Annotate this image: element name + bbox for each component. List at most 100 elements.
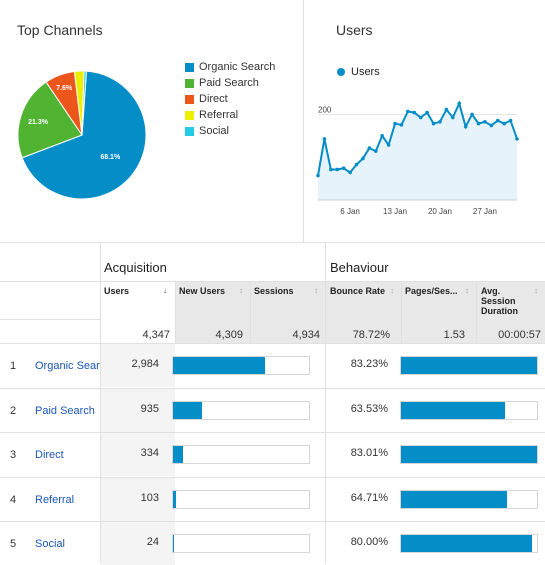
total-users: 4,347 bbox=[142, 329, 170, 341]
row-bounce-rate: 63.53% bbox=[350, 402, 388, 415]
col-header-new-users[interactable]: New Users bbox=[179, 286, 226, 296]
users-data-point[interactable] bbox=[502, 121, 506, 126]
row-rank: 1 bbox=[10, 360, 17, 372]
col-line bbox=[250, 281, 251, 343]
x-tick-label: 27 Jan bbox=[473, 207, 497, 216]
users-data-point[interactable] bbox=[329, 167, 333, 172]
pie-slice[interactable] bbox=[17, 81, 83, 159]
row-rank: 2 bbox=[10, 404, 17, 417]
users-cell-bg bbox=[101, 344, 175, 387]
users-data-point[interactable] bbox=[316, 173, 320, 178]
col-header-pages[interactable]: Pages/Ses... bbox=[405, 286, 458, 296]
sort-icon[interactable]: ↕ bbox=[465, 286, 469, 295]
pie-slice[interactable] bbox=[81, 70, 88, 136]
users-data-point[interactable] bbox=[380, 134, 384, 138]
channel-link[interactable]: Referral bbox=[35, 493, 75, 506]
legend-item-4[interactable]: Social bbox=[185, 125, 229, 137]
users-data-point[interactable] bbox=[508, 118, 513, 123]
header-mid-line bbox=[0, 319, 101, 320]
legend-swatch-icon bbox=[185, 62, 194, 72]
legend-item-3[interactable]: Referral bbox=[185, 109, 238, 121]
channel-link[interactable]: Social bbox=[35, 538, 65, 550]
users-data-point[interactable] bbox=[412, 110, 417, 115]
sort-desc-icon[interactable]: ↓ bbox=[163, 286, 167, 295]
users-data-point[interactable] bbox=[463, 124, 468, 129]
col-header-users[interactable]: Users bbox=[104, 286, 130, 296]
bounce-rate-bar bbox=[400, 356, 538, 375]
users-data-point[interactable] bbox=[489, 123, 494, 128]
users-chart-legend: Users bbox=[337, 66, 380, 78]
row-rank: 4 bbox=[10, 493, 17, 506]
legend-item-0[interactable]: Organic Search bbox=[185, 61, 275, 73]
channel-link[interactable]: Organic Search bbox=[35, 360, 100, 372]
users-data-point[interactable] bbox=[399, 123, 404, 127]
users-data-point[interactable] bbox=[335, 167, 340, 172]
row-rank: 5 bbox=[10, 538, 17, 550]
col-header-sessions[interactable]: Sessions bbox=[254, 286, 294, 296]
users-data-point[interactable] bbox=[322, 137, 327, 141]
channel-link[interactable]: Paid Search bbox=[35, 404, 95, 417]
row-bounce-rate: 80.00% bbox=[350, 536, 388, 548]
row-divider bbox=[0, 343, 545, 344]
col-header-bounce-rate[interactable]: Bounce Rate bbox=[330, 286, 386, 296]
legend-label: Paid Search bbox=[199, 77, 259, 89]
legend-item-2[interactable]: Direct bbox=[185, 93, 228, 105]
users-data-point[interactable] bbox=[361, 156, 365, 161]
legend-swatch-icon bbox=[185, 110, 194, 120]
total-sessions: 4,934 bbox=[292, 329, 320, 341]
users-cell-bg bbox=[101, 388, 175, 432]
users-data-point[interactable] bbox=[476, 121, 481, 126]
sort-icon[interactable]: ↕ bbox=[534, 286, 538, 295]
users-data-point[interactable] bbox=[438, 119, 442, 124]
bounce-rate-bar bbox=[400, 534, 538, 553]
users-data-point[interactable] bbox=[341, 166, 346, 171]
row-divider bbox=[0, 521, 545, 522]
sessions-bar bbox=[172, 445, 310, 464]
users-data-point[interactable] bbox=[444, 107, 449, 112]
header-top-line bbox=[0, 281, 545, 282]
users-data-point[interactable] bbox=[425, 110, 429, 115]
col-line bbox=[175, 281, 176, 343]
users-data-point[interactable] bbox=[354, 162, 359, 167]
col-line bbox=[401, 281, 402, 343]
row-users: 935 bbox=[140, 402, 159, 415]
bounce-rate-bar-fill bbox=[401, 446, 537, 463]
users-data-point[interactable] bbox=[386, 143, 391, 147]
row-divider bbox=[0, 387, 545, 389]
users-data-point[interactable] bbox=[495, 118, 500, 123]
sessions-bar bbox=[172, 489, 310, 509]
users-series-dot-icon bbox=[337, 68, 345, 76]
users-data-point[interactable] bbox=[515, 137, 519, 141]
row-users: 334 bbox=[140, 447, 159, 459]
col-header-duration[interactable]: Avg. Session Duration bbox=[481, 286, 518, 316]
sessions-bar-fill bbox=[173, 401, 202, 419]
users-data-point[interactable] bbox=[483, 119, 487, 124]
users-data-point[interactable] bbox=[451, 115, 455, 120]
legend-item-1[interactable]: Paid Search bbox=[185, 77, 259, 89]
users-data-point[interactable] bbox=[431, 121, 436, 126]
header-bg-sessions bbox=[250, 281, 325, 343]
sort-icon[interactable]: ↕ bbox=[314, 286, 318, 295]
col-line bbox=[476, 281, 477, 343]
row-users: 24 bbox=[146, 536, 159, 548]
pie-slice[interactable] bbox=[21, 70, 147, 200]
users-cell-bg bbox=[101, 433, 175, 476]
users-data-point[interactable] bbox=[406, 109, 410, 114]
top-channels-pie: 68.1% 21.3% 7.6% bbox=[17, 70, 147, 200]
users-data-point[interactable] bbox=[367, 146, 372, 150]
channel-link[interactable]: Direct bbox=[35, 449, 64, 461]
users-data-point[interactable] bbox=[418, 115, 423, 120]
sort-icon[interactable]: ↕ bbox=[239, 286, 243, 295]
users-data-point[interactable] bbox=[457, 101, 462, 106]
users-data-point[interactable] bbox=[373, 149, 378, 153]
sessions-bar bbox=[172, 356, 310, 375]
col-header-duration-line3: Duration bbox=[481, 306, 518, 316]
sort-icon[interactable]: ↕ bbox=[390, 286, 394, 295]
legend-swatch-icon bbox=[185, 126, 194, 136]
users-data-point[interactable] bbox=[348, 170, 352, 175]
header-bg-new-users bbox=[175, 281, 250, 343]
sessions-bar bbox=[172, 400, 310, 420]
users-data-point[interactable] bbox=[470, 112, 474, 117]
users-cell-bg bbox=[101, 477, 175, 521]
users-data-point[interactable] bbox=[393, 121, 397, 126]
